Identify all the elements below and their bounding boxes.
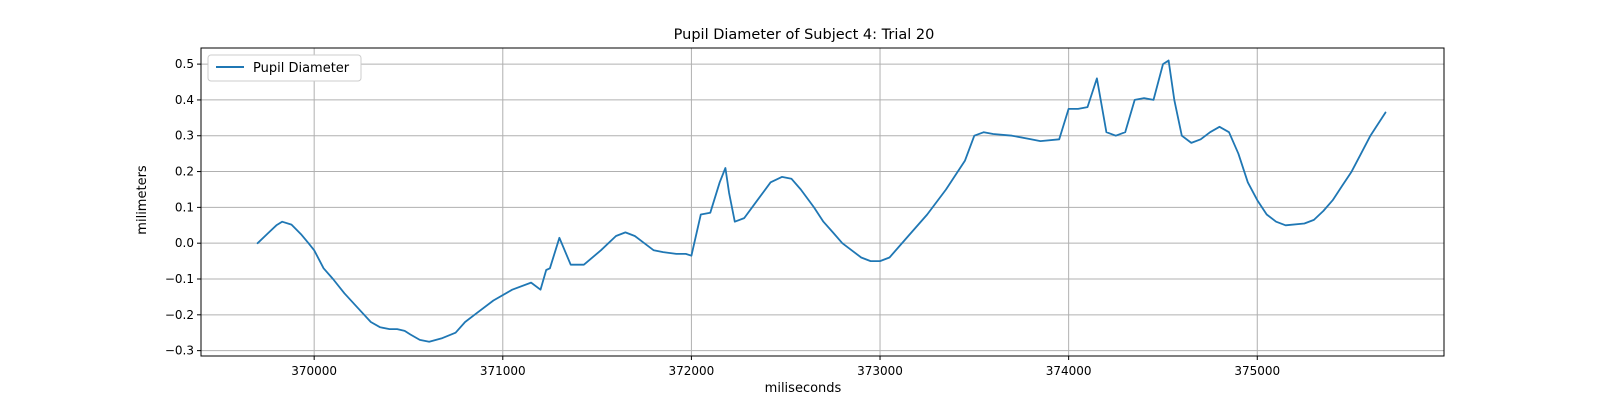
x-tick-label: 373000 bbox=[857, 364, 903, 378]
plot-area bbox=[256, 59, 1387, 343]
x-tick-label: 371000 bbox=[480, 364, 526, 378]
x-tick-label: 372000 bbox=[669, 364, 715, 378]
legend-label: Pupil Diameter bbox=[253, 61, 350, 76]
y-tick-label: 0.5 bbox=[175, 57, 194, 71]
x-tick-label: 375000 bbox=[1234, 364, 1280, 378]
x-axis-label: miliseconds bbox=[765, 381, 842, 396]
y-tick-label: −0.2 bbox=[165, 308, 194, 322]
series-line-pupil-diameter bbox=[256, 59, 1387, 343]
y-tick-label: 0.0 bbox=[175, 236, 194, 250]
legend-box bbox=[207, 54, 362, 82]
y-tick-label: 0.1 bbox=[175, 200, 194, 214]
gridlines bbox=[201, 48, 1444, 356]
x-tick-label: 370000 bbox=[291, 364, 337, 378]
y-tick-label: 0.2 bbox=[175, 165, 194, 179]
legend: Pupil Diameter bbox=[207, 54, 362, 82]
y-axis-ticks: −0.3 −0.2 −0.1 0.0 0.1 0.2 0.3 0.4 0.5 bbox=[165, 57, 201, 358]
x-tick-label: 374000 bbox=[1046, 364, 1092, 378]
y-tick-label: 0.4 bbox=[175, 93, 194, 107]
y-tick-label: −0.1 bbox=[165, 272, 194, 286]
y-axis-label: milimeters bbox=[135, 165, 150, 235]
chart-title: Pupil Diameter of Subject 4: Trial 20 bbox=[674, 27, 935, 43]
y-tick-label: 0.3 bbox=[175, 129, 194, 143]
axes-frame bbox=[200, 47, 1445, 357]
x-axis-ticks: 370000 371000 372000 373000 374000 375000 bbox=[291, 356, 1280, 378]
y-tick-label: −0.3 bbox=[165, 344, 194, 358]
